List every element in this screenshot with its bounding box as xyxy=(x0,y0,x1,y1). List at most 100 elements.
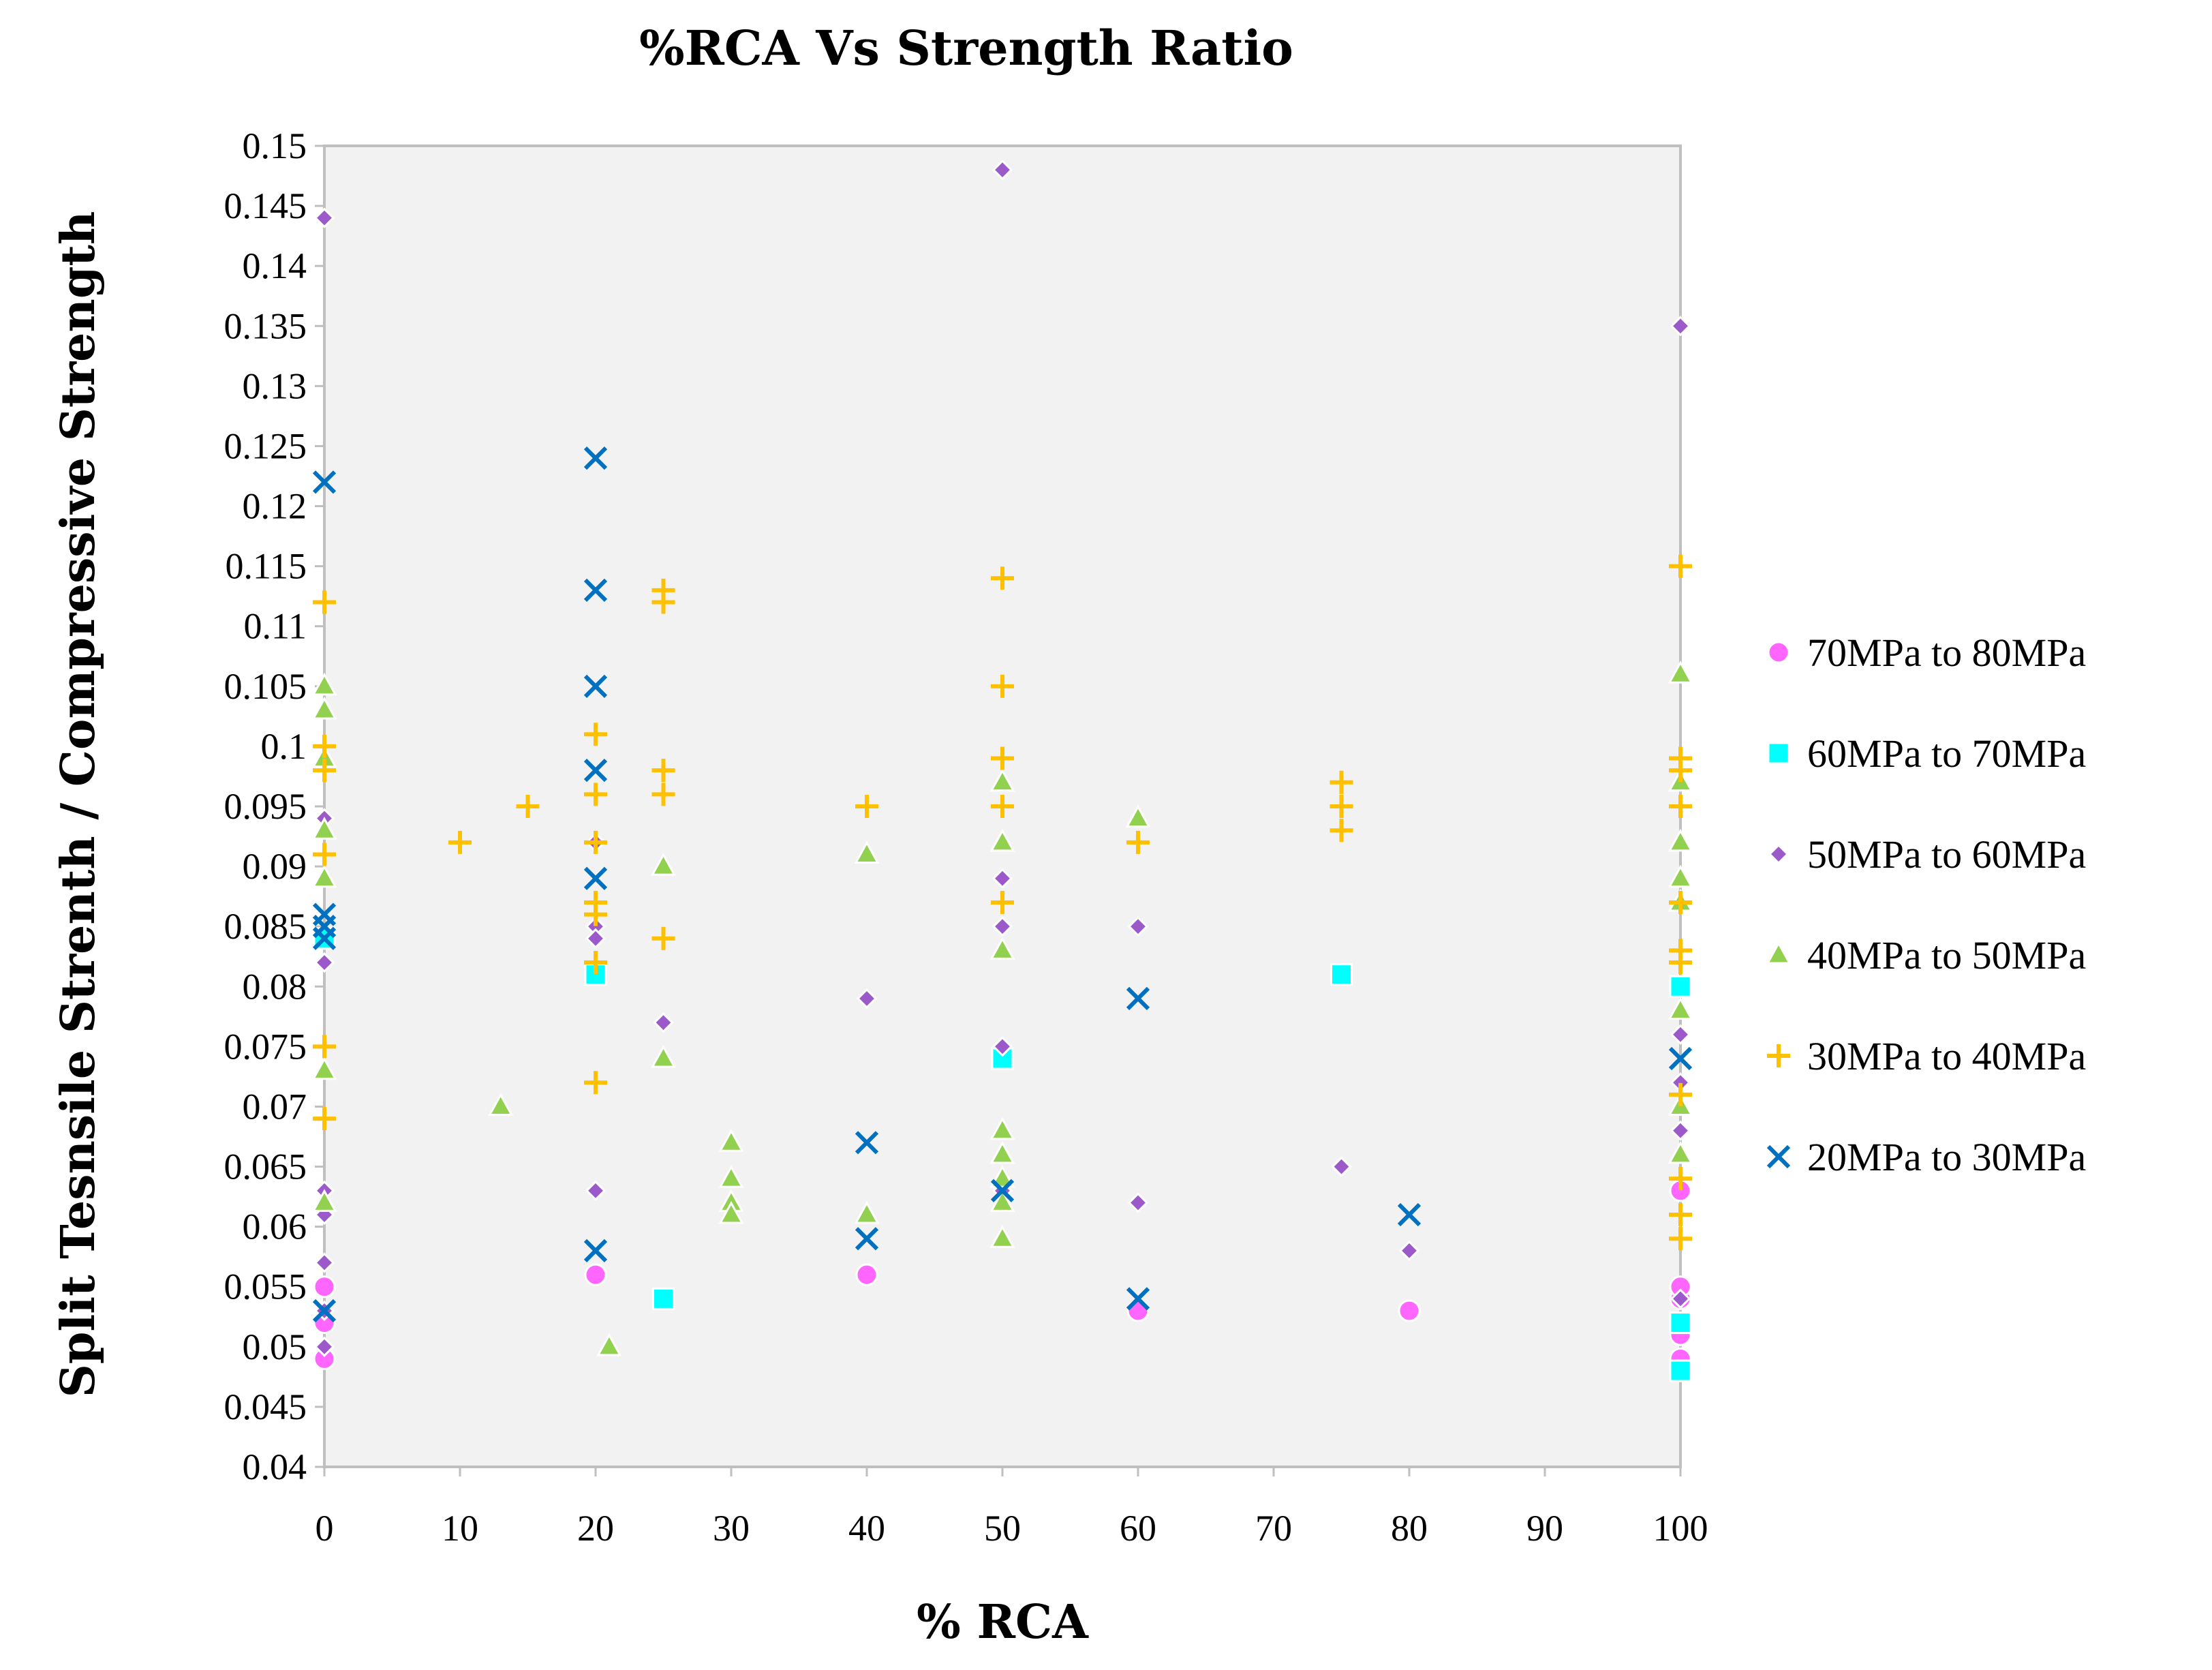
y-tick-label: 0.13 xyxy=(243,365,307,406)
data-point xyxy=(1126,986,1150,1011)
data-point xyxy=(584,1263,607,1286)
data-point xyxy=(1669,554,1692,578)
y-tick-label: 0.105 xyxy=(224,666,307,707)
y-tick-label: 0.15 xyxy=(243,125,307,166)
data-point xyxy=(313,952,335,973)
data-point xyxy=(653,1012,674,1033)
data-point xyxy=(313,734,336,758)
y-tick-label: 0.12 xyxy=(243,486,307,527)
data-point xyxy=(1669,1082,1692,1106)
data-point xyxy=(989,1117,1015,1140)
data-point xyxy=(989,937,1015,960)
series-4 xyxy=(313,554,1692,1251)
data-point xyxy=(311,817,337,840)
data-point xyxy=(313,1336,335,1357)
data-point xyxy=(584,723,607,746)
data-point xyxy=(651,783,675,806)
data-point xyxy=(1669,951,1692,975)
y-tick-label: 0.115 xyxy=(226,546,307,587)
data-point xyxy=(311,1057,337,1080)
data-point xyxy=(583,674,608,698)
data-point xyxy=(596,1333,622,1356)
legend-marker xyxy=(1767,742,1790,765)
y-tick-labels: 0.04 0.045 0.05 0.055 0.06 0.065 0.07 0.075 0.08… xyxy=(224,125,307,1487)
y-tick-label: 0.095 xyxy=(224,786,307,827)
data-point xyxy=(855,795,878,818)
data-point xyxy=(650,1044,677,1068)
data-point xyxy=(1331,1156,1352,1177)
data-point xyxy=(991,674,1014,698)
data-point xyxy=(856,988,878,1009)
data-point xyxy=(1669,1311,1692,1335)
data-point xyxy=(1668,864,1693,888)
data-point xyxy=(1669,1359,1692,1382)
y-tick-label: 0.045 xyxy=(224,1386,307,1427)
data-point xyxy=(583,578,608,602)
y-tick-label: 0.135 xyxy=(224,305,307,346)
y-tick-label: 0.085 xyxy=(224,906,307,947)
data-point xyxy=(1398,1299,1421,1322)
legend-marker xyxy=(1767,641,1790,664)
y-tick-label: 0.09 xyxy=(243,846,307,887)
data-point xyxy=(989,768,1015,792)
legend-marker xyxy=(1768,843,1789,865)
y-tick-label: 0.125 xyxy=(224,425,307,466)
data-point xyxy=(989,1225,1015,1248)
x-tick-label: 30 xyxy=(713,1508,750,1549)
data-point xyxy=(311,672,337,696)
data-point xyxy=(992,1036,1013,1057)
data-point xyxy=(1668,661,1693,684)
y-tick-label: 0.075 xyxy=(224,1026,307,1067)
data-point xyxy=(651,759,675,783)
legend-label: 60MPa to 70MPa xyxy=(1807,731,2086,776)
data-point xyxy=(1669,975,1692,998)
data-point xyxy=(651,590,675,614)
data-point xyxy=(313,1107,336,1131)
data-point xyxy=(989,1140,1015,1164)
series-5 xyxy=(312,446,1693,1323)
data-point xyxy=(584,830,607,854)
data-point xyxy=(313,590,336,614)
y-tick-label: 0.04 xyxy=(243,1446,307,1487)
data-point xyxy=(312,470,337,494)
data-point xyxy=(989,1189,1015,1212)
data-point xyxy=(991,746,1014,770)
x-tick-label: 10 xyxy=(442,1508,478,1549)
data-point xyxy=(1126,1287,1150,1311)
data-point xyxy=(583,446,608,470)
data-point xyxy=(1397,1202,1422,1227)
data-point xyxy=(855,1227,879,1251)
data-point xyxy=(311,1189,337,1212)
data-point xyxy=(313,207,335,228)
gridlines xyxy=(315,145,1682,1476)
data-point xyxy=(1670,1288,1691,1309)
x-tick-label: 90 xyxy=(1526,1508,1563,1549)
data-point xyxy=(583,1239,608,1262)
y-axis-label: Split Tesnsile Strenth / Compressive Str… xyxy=(51,211,106,1398)
y-tick-label: 0.08 xyxy=(243,966,307,1007)
data-point xyxy=(718,1200,744,1224)
legend-marker xyxy=(1766,941,1792,965)
x-tick-label: 60 xyxy=(1120,1508,1156,1549)
data-point xyxy=(854,840,880,864)
data-point xyxy=(313,1035,336,1059)
data-point xyxy=(584,1071,607,1095)
data-point xyxy=(1669,1203,1692,1227)
x-tick-labels: 0 10 20 30 40 50 60 70 80 90 100 xyxy=(316,1508,1708,1549)
data-point xyxy=(651,926,675,950)
data-point xyxy=(992,160,1013,181)
data-point xyxy=(313,759,336,783)
data-point xyxy=(1668,997,1693,1020)
data-point xyxy=(583,866,608,890)
data-point xyxy=(1670,1120,1691,1141)
data-point xyxy=(1669,1227,1692,1251)
data-point xyxy=(584,902,607,926)
y-tick-label: 0.11 xyxy=(244,606,307,647)
legend-label: 40MPa to 50MPa xyxy=(1807,933,2086,977)
data-point xyxy=(1330,819,1353,842)
data-points xyxy=(311,160,1693,1382)
x-tick-label: 70 xyxy=(1255,1508,1292,1549)
data-point xyxy=(718,1129,744,1152)
data-point xyxy=(1670,1024,1691,1045)
